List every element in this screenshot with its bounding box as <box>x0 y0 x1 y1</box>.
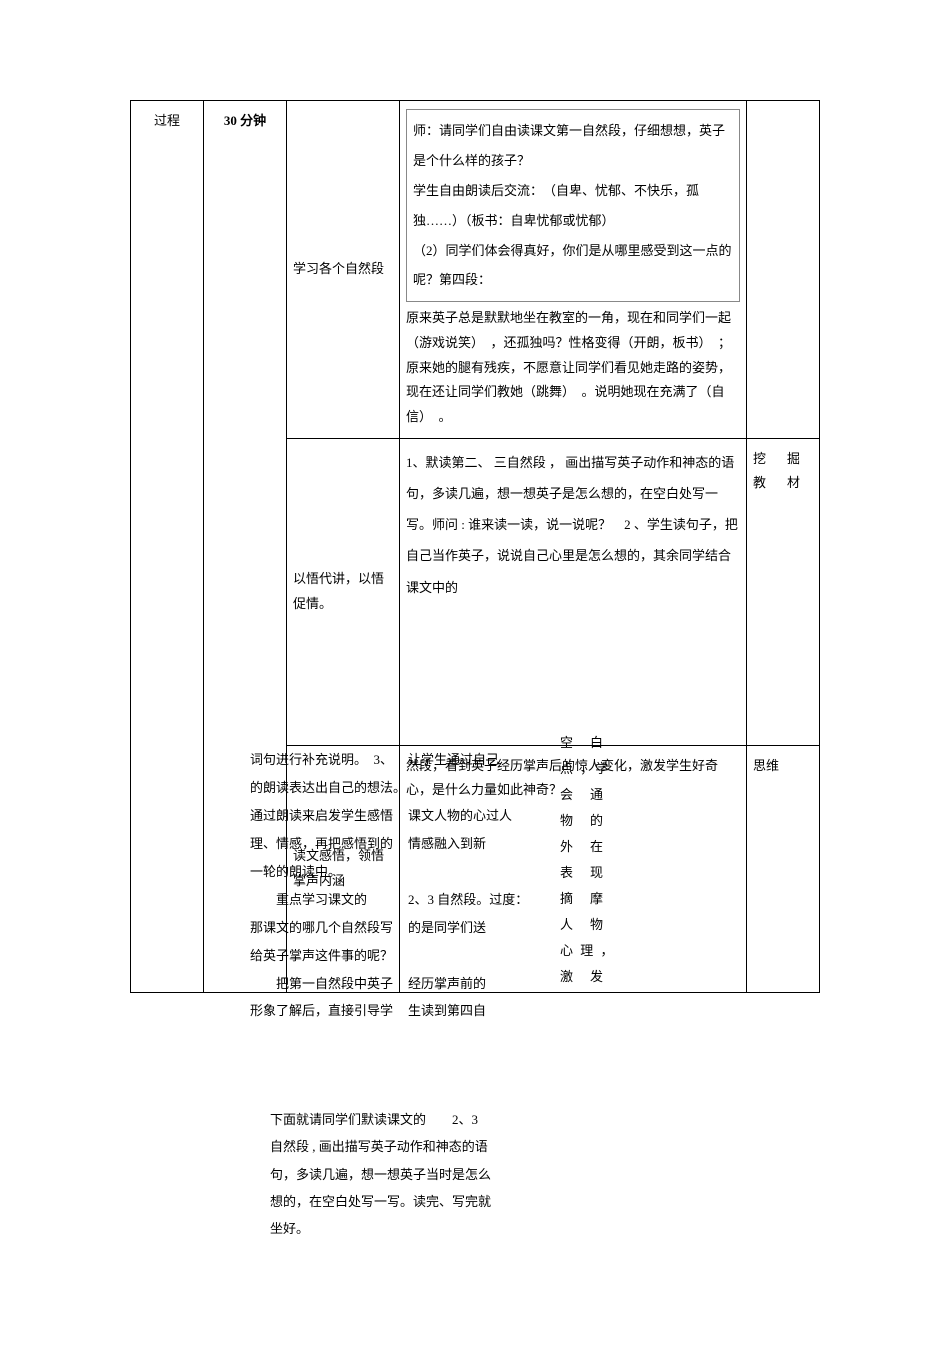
stage-cell: 过程 <box>131 101 204 993</box>
content-cell-2: 1、默读第二、 三自然段 ， 画出描写英子动作和神态的语句，多读几遍，想一想英子… <box>400 438 747 745</box>
overflow-mid: 让学生通过自己 课文人物的心过人 情感融入到新 2、3 自然段。过度： 的是同学… <box>408 746 528 1025</box>
inner-box: 师：请同学们自由读课文第一自然段，仔细想想，英子是个什么样的孩子？ 学生自由朗读… <box>406 109 740 302</box>
activity-cell-2: 以悟代讲，以悟促情。 <box>287 438 400 745</box>
after-box-text: 原来英子总是默默地坐在教室的一角，现在和同学们一起（游戏说笑） ，还孤独吗？性格… <box>406 306 740 429</box>
overflow-right: 空 白 点 ，学 会 通 物 的 外 在 表 现 摘 摩 人 物 心 理 ， 激… <box>560 730 616 990</box>
content-cell-1: 师：请同学们自由读课文第一自然段，仔细想想，英子是个什么样的孩子？ 学生自由朗读… <box>400 101 747 439</box>
overflow-bottom: 下面就请同学们默读课文的 2、3 自然段 , 画出描写英子动作和神态的语 句，多… <box>270 1106 491 1242</box>
activity-cell-1: 学习各个自然段 <box>287 101 400 439</box>
overflow-left: 词句进行补充说明。 3、 的朗读表达出自己的想法。 通过朗读来启发学生感悟 理、… <box>250 746 406 1025</box>
note-cell-2: 挖 掘教 材 <box>747 438 820 745</box>
note-cell-1 <box>747 101 820 439</box>
note-cell-3: 思维 <box>747 745 820 992</box>
